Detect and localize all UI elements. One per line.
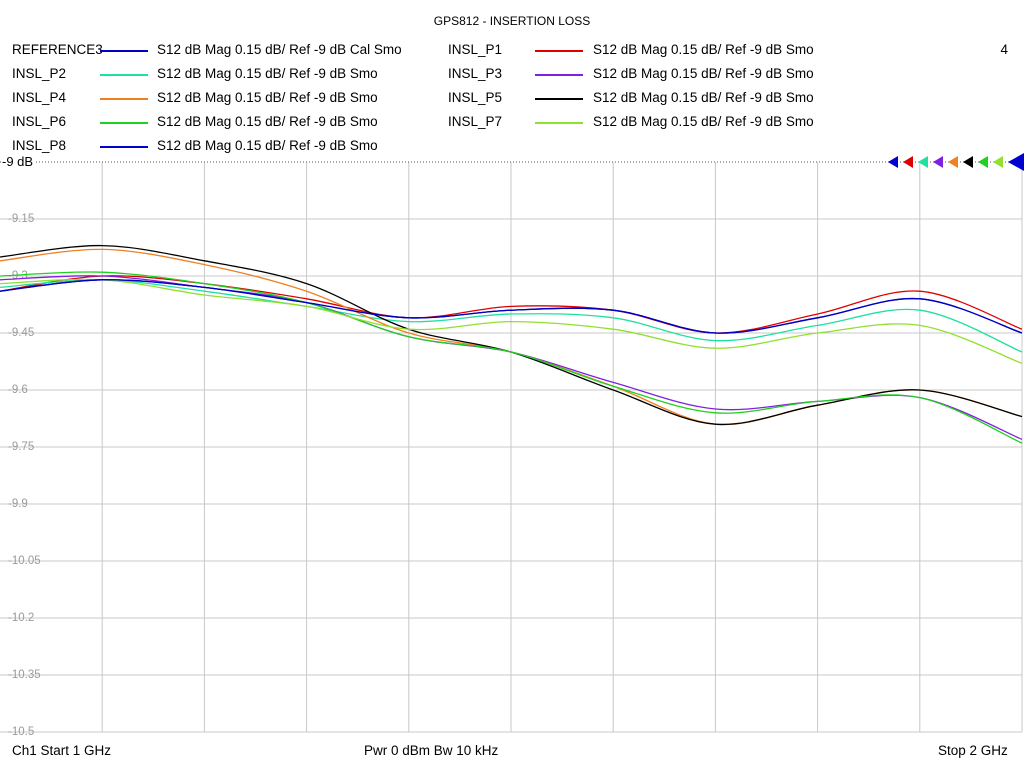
legend-trace-name: REFERENCE3 — [12, 42, 103, 57]
series-line-insl_p1 — [0, 275, 1023, 334]
reference-marker-icon — [963, 156, 973, 168]
chart-title: GPS812 - INSERTION LOSS — [433, 14, 591, 28]
reference-marker-icon — [903, 156, 913, 168]
legend-trace-name: INSL_P7 — [448, 114, 503, 129]
legend-trace-name: INSL_P4 — [12, 90, 67, 105]
footer-power-bandwidth: Pwr 0 dBm Bw 10 kHz — [364, 743, 499, 758]
legend-trace-format: S12 dB Mag 0.15 dB/ Ref -9 dB Smo — [593, 90, 814, 105]
legend-trace-format: S12 dB Mag 0.15 dB/ Ref -9 dB Smo — [157, 114, 378, 129]
legend-trace-name: INSL_P1 — [448, 42, 503, 57]
legend-trace-format: S12 dB Mag 0.15 dB/ Ref -9 dB Smo — [157, 90, 378, 105]
legend-trace-name: INSL_P3 — [448, 66, 503, 81]
y-tick-label: -9.75 — [8, 441, 34, 453]
y-tick-label: -10.05 — [8, 555, 41, 567]
legend-trace-format: S12 dB Mag 0.15 dB/ Ref -9 dB Smo — [593, 42, 814, 57]
reference-marker-icon — [933, 156, 943, 168]
legend-trace-name: INSL_P2 — [12, 66, 67, 81]
legend-line-swatch — [100, 50, 148, 52]
legend-trace-format: S12 dB Mag 0.15 dB/ Ref -9 dB Smo — [157, 138, 378, 153]
legend-line-swatch — [535, 122, 583, 124]
channel-number: 4 — [1000, 42, 1008, 57]
legend-line-swatch — [535, 74, 583, 76]
reference-level-label: -9 dB — [2, 154, 36, 169]
legend-line-swatch — [535, 98, 583, 100]
legend-trace-format: S12 dB Mag 0.15 dB/ Ref -9 dB Smo — [157, 66, 378, 81]
y-tick-label: -9.9 — [8, 498, 28, 510]
reference-marker-icon — [1008, 153, 1024, 171]
reference-marker-icon — [888, 156, 898, 168]
series-line-insl_p7 — [0, 278, 1023, 365]
legend-trace-format: S12 dB Mag 0.15 dB/ Ref -9 dB Cal Smo — [157, 42, 402, 57]
footer-stop: Stop 2 GHz — [938, 743, 1008, 758]
legend-trace-name: INSL_P8 — [12, 138, 67, 153]
legend-line-swatch — [100, 74, 148, 76]
legend-line-swatch — [100, 122, 148, 124]
legend-line-swatch — [100, 98, 148, 100]
series-line-insl_p6 — [0, 271, 1023, 444]
y-tick-label: -10.5 — [8, 726, 34, 738]
y-tick-label: -9.6 — [8, 384, 28, 396]
legend-trace-name: INSL_P6 — [12, 114, 67, 129]
legend-trace-format: S12 dB Mag 0.15 dB/ Ref -9 dB Smo — [593, 66, 814, 81]
y-tick-label: -10.35 — [8, 669, 41, 681]
y-tick-label: -9.15 — [8, 213, 34, 225]
reference-marker-icon — [918, 156, 928, 168]
legend-trace-format: S12 dB Mag 0.15 dB/ Ref -9 dB Smo — [593, 114, 814, 129]
reference-marker-icon — [978, 156, 988, 168]
legend-line-swatch — [100, 146, 148, 148]
reference-marker-icon — [948, 156, 958, 168]
reference-marker-icon — [993, 156, 1003, 168]
legend-line-swatch — [535, 50, 583, 52]
y-tick-label: -9.45 — [8, 327, 34, 339]
footer-start: Ch1 Start 1 GHz — [12, 743, 112, 758]
y-tick-label: -10.2 — [8, 612, 34, 624]
series-line-insl_p2 — [0, 279, 1023, 353]
legend-trace-name: INSL_P5 — [448, 90, 503, 105]
series-line-reference3 — [0, 279, 1023, 334]
